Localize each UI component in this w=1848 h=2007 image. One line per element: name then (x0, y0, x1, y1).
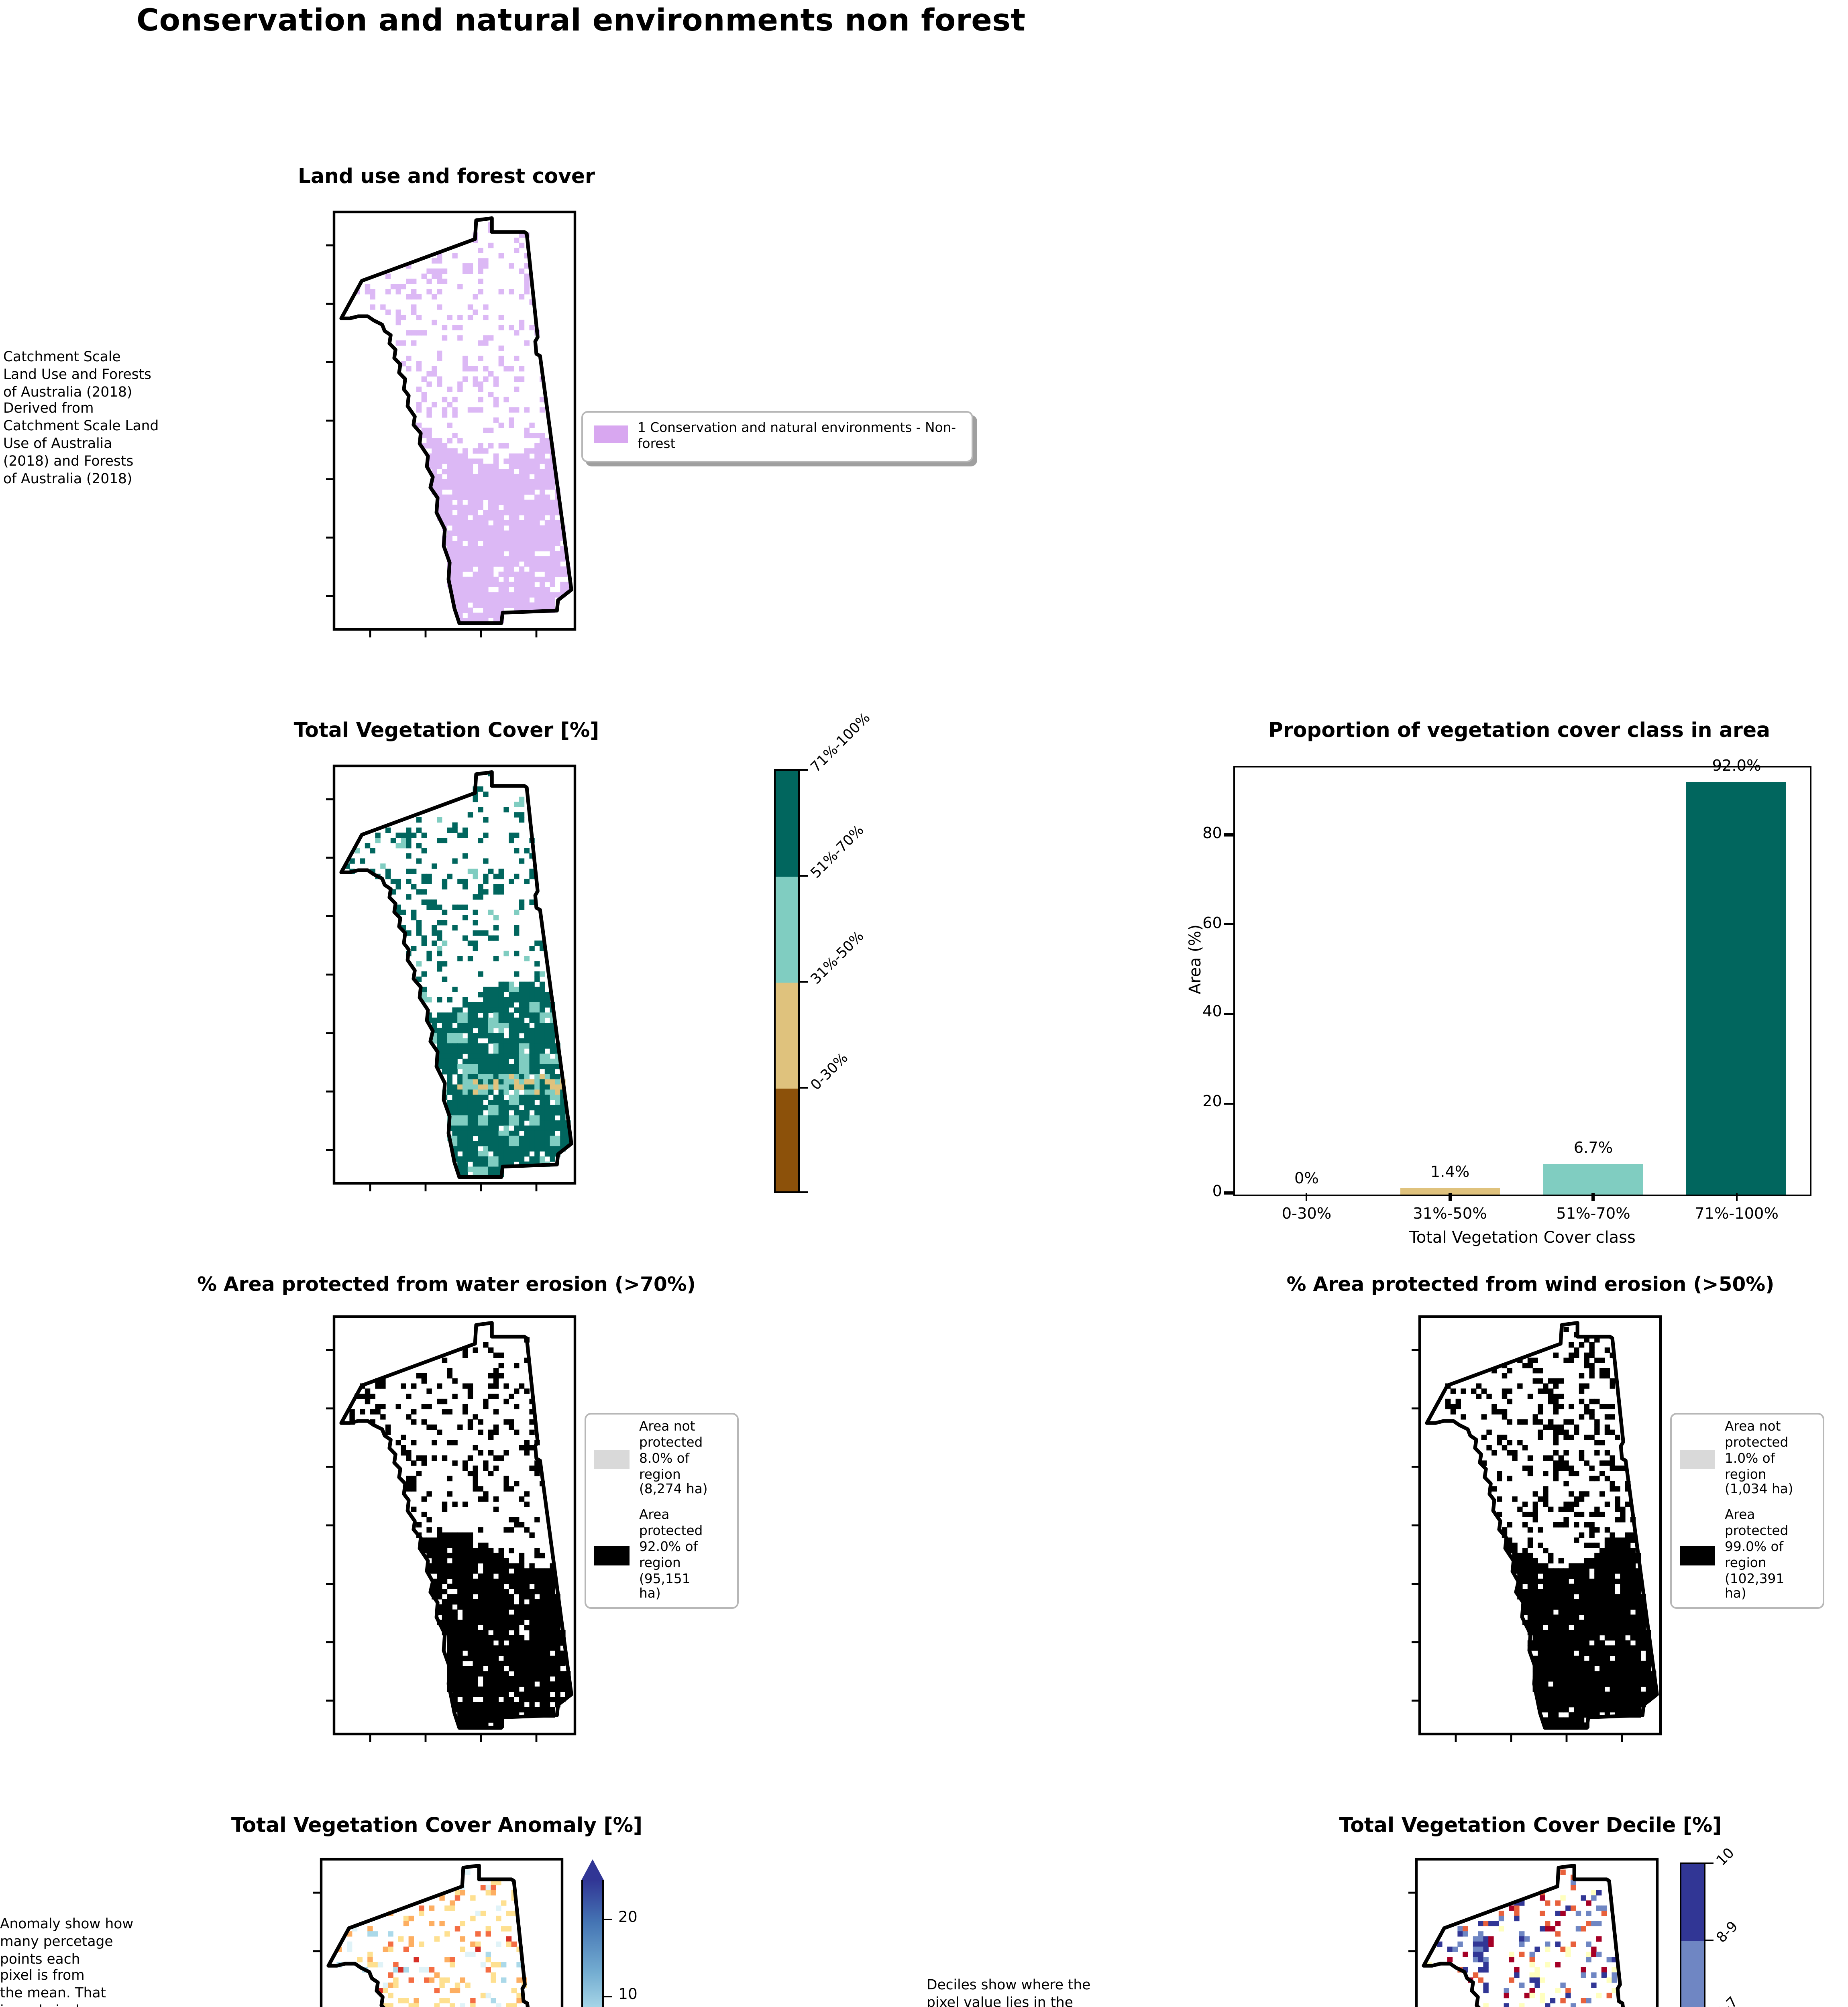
land-use-note: Catchment Scale Land Use and Forests of … (3, 350, 159, 488)
water-not-protected-label: Area not protected 8.0% of region (8,274… (639, 1418, 708, 1497)
veg-colorbar-tick (800, 769, 808, 771)
veg-colorbar-segment (776, 983, 798, 1090)
proportion-chart-title: Proportion of vegetation cover class in … (1268, 718, 1771, 742)
decile-colorbar-tick (1705, 1939, 1714, 1941)
y-axis-tick (1224, 833, 1233, 836)
anomaly-note: Anomaly show how many percetage points e… (0, 1917, 134, 2007)
water-erosion-title: % Area protected from water erosion (>70… (197, 1273, 696, 1296)
decile-map (1408, 1858, 1659, 2007)
anomaly-colorbar-tick (604, 1919, 612, 1921)
proportion-chart-xlabel: Total Vegetation Cover class (1409, 1230, 1636, 1248)
wind-erosion-map (1412, 1315, 1662, 1742)
wind-not-protected-swatch (1680, 1449, 1715, 1469)
y-axis-tick-label: 20 (1202, 1093, 1222, 1111)
veg-colorbar-label: 31%-50% (808, 929, 868, 989)
land-use-legend: 1 Conservation and natural environments … (581, 411, 973, 462)
decile-colorbar-label: 4-7 (1714, 1995, 1742, 2007)
decile-colorbar: 108-94-72-31 (1680, 1846, 1840, 2007)
anomaly-colorbar: 20100−10−20 (581, 1859, 726, 2007)
bar-value-label: 6.7% (1573, 1140, 1613, 1158)
veg-colorbar-label: 0-30% (808, 1050, 852, 1095)
veg-cover-map (326, 764, 577, 1191)
veg-colorbar-label: 51%-70% (808, 823, 868, 883)
y-axis-tick-label: 40 (1202, 1004, 1222, 1022)
veg-colorbar-tick (800, 1087, 808, 1089)
wind-protected-swatch (1680, 1546, 1715, 1565)
x-axis-tick (1735, 1193, 1738, 1201)
water-protected-label: Area protected 92.0% of region (95,151 h… (639, 1506, 703, 1602)
x-axis-tick-label: 0-30% (1282, 1206, 1332, 1223)
x-axis-tick-label: 51%-70% (1556, 1206, 1630, 1223)
bar-31%-50% (1400, 1188, 1500, 1195)
water-not-protected-swatch (594, 1449, 630, 1469)
anomaly-title: Total Vegetation Cover Anomaly [%] (231, 1813, 643, 1837)
anomaly-colorbar-tick (604, 1996, 612, 1998)
decile-note: Deciles show where the pixel value lies … (927, 1978, 1091, 2007)
proportion-chart-plot: 0 20 40 60 80 0% 0-30% 1.4% 31%-50% 6.7% 51%-70% 92… (1202, 759, 1811, 1223)
x-axis-tick (1449, 1193, 1451, 1201)
y-axis-tick-label: 80 (1202, 825, 1222, 843)
y-axis-tick (1224, 923, 1233, 926)
decile-colorbar-tick (1705, 1862, 1714, 1865)
y-axis-tick-label: 60 (1202, 914, 1222, 932)
decile-colorbar-bar (1680, 1862, 1705, 2007)
bar-value-label: 1.4% (1430, 1164, 1470, 1182)
decile-colorbar-segment (1681, 1864, 1704, 1942)
y-axis-tick (1224, 1012, 1233, 1015)
decile-colorbar-segment (1681, 1940, 1704, 2007)
anomaly-colorbar-label: 10 (618, 1986, 638, 2004)
bar-value-label: 0% (1294, 1170, 1319, 1188)
y-axis-tick-label: 0 (1212, 1183, 1222, 1201)
anomaly-colorbar-bar (581, 1880, 604, 2007)
veg-colorbar-tick (800, 875, 808, 877)
anomaly-colorbar-label: 20 (618, 1909, 638, 1927)
wind-erosion-title: % Area protected from wind erosion (>50%… (1286, 1273, 1775, 1296)
water-protected-swatch (594, 1546, 630, 1565)
wind-protected-label: Area protected 99.0% of region (102,391 … (1725, 1506, 1789, 1602)
veg-colorbar-label: 71%-100% (808, 710, 874, 777)
wind-not-protected-label: Area not protected 1.0% of region (1,034… (1725, 1418, 1793, 1497)
anomaly-map (313, 1858, 564, 2007)
x-axis-tick (1305, 1193, 1308, 1201)
bar-value-label: 92.0% (1712, 758, 1761, 776)
x-axis-tick-label: 31%-50% (1413, 1206, 1487, 1223)
veg-colorbar-tick (800, 981, 808, 983)
y-axis-tick (1224, 1102, 1233, 1105)
land-use-title: Land use and forest cover (297, 164, 595, 188)
bar-71%-100% (1687, 782, 1787, 1195)
veg-colorbar-tick (800, 1191, 808, 1193)
land-use-map (326, 210, 577, 637)
veg-colorbar-segment (776, 1089, 798, 1191)
land-use-legend-label: 1 Conservation and natural environments … (638, 419, 956, 451)
x-axis-tick-label: 71%-100% (1695, 1206, 1779, 1223)
land-use-legend-swatch (594, 425, 628, 443)
y-axis-tick (1224, 1192, 1233, 1194)
veg-colorbar-segment (776, 771, 798, 878)
veg-colorbar-segment (776, 877, 798, 984)
x-axis-tick (1592, 1193, 1595, 1201)
wind-erosion-legend: Area not protected 1.0% of region (1,034… (1670, 1413, 1824, 1610)
anomaly-colorbar-arrow-up (581, 1859, 604, 1880)
bar-51%-70% (1543, 1164, 1643, 1195)
page-title: Conservation and natural environments no… (137, 3, 1026, 39)
decile-title: Total Vegetation Cover Decile [%] (1339, 1813, 1722, 1837)
veg-colorbar-bar (774, 769, 800, 1193)
veg-cover-colorbar: 71%-100% 51%-70% 31%-50% 0-30% (774, 710, 967, 1199)
decile-colorbar-label: 8-9 (1714, 1918, 1742, 1946)
veg-cover-title: Total Vegetation Cover [%] (293, 718, 599, 742)
water-erosion-legend: Area not protected 8.0% of region (8,274… (585, 1413, 739, 1610)
decile-colorbar-label: 10 (1714, 1846, 1738, 1870)
water-erosion-map (326, 1315, 577, 1742)
